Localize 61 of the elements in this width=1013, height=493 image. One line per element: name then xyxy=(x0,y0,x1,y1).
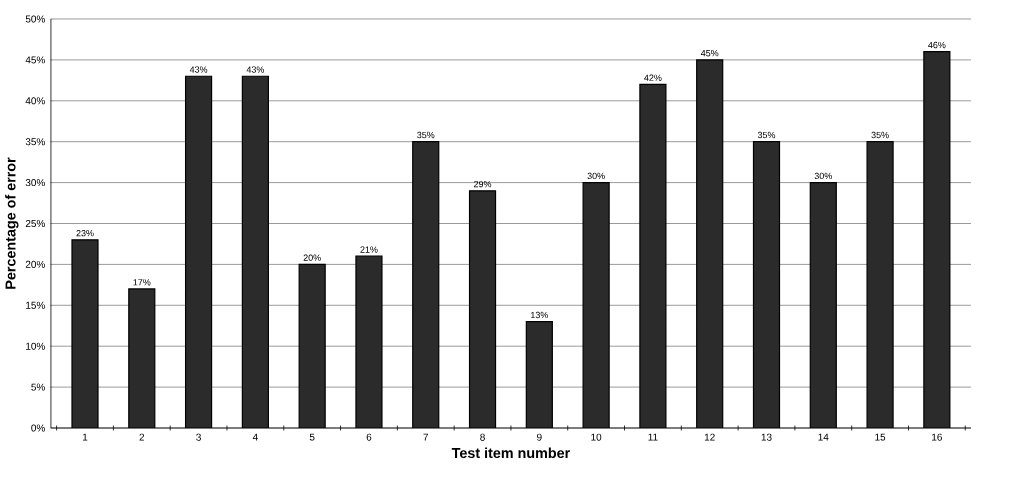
x-tick-label: 6 xyxy=(366,433,372,441)
data-label: 20% xyxy=(303,254,321,261)
data-label: 35% xyxy=(757,131,776,139)
x-tick-label: 11 xyxy=(648,433,658,441)
data-label: 23% xyxy=(76,229,94,237)
y-tick-label: 35% xyxy=(25,138,45,146)
data-label: 45% xyxy=(700,50,719,57)
x-tick-label: 3 xyxy=(196,433,201,441)
bar xyxy=(753,141,780,428)
x-tick-label: 2 xyxy=(139,433,145,441)
y-tick-label: 30% xyxy=(25,179,45,187)
bar xyxy=(583,182,610,428)
bar xyxy=(639,84,666,428)
x-tick-label: 7 xyxy=(423,433,429,441)
data-label: 43% xyxy=(189,66,208,73)
bar xyxy=(355,256,382,428)
data-label: 30% xyxy=(814,172,832,180)
x-tick-label: 9 xyxy=(537,433,542,441)
x-tick-label: 10 xyxy=(591,433,602,441)
bar xyxy=(923,51,951,428)
bar xyxy=(299,264,326,428)
data-label: 35% xyxy=(871,131,889,139)
data-label: 21% xyxy=(360,246,378,253)
x-tick-label: 8 xyxy=(480,433,485,441)
y-tick-label: 0% xyxy=(31,424,45,432)
x-tick-label: 4 xyxy=(252,433,258,441)
x-tick-label: 15 xyxy=(875,433,886,441)
x-tick-label: 5 xyxy=(309,433,315,441)
bar xyxy=(867,141,894,428)
bar xyxy=(72,239,98,428)
data-label: 42% xyxy=(644,74,662,81)
bar xyxy=(128,288,155,428)
bar xyxy=(696,59,723,428)
y-tick-label: 15% xyxy=(26,301,45,309)
data-label: 35% xyxy=(417,131,435,139)
y-tick-label: 20% xyxy=(25,260,45,268)
data-label: 30% xyxy=(587,172,605,180)
bar xyxy=(469,190,496,428)
x-tick-label: 13 xyxy=(761,433,772,441)
x-tick-label: 16 xyxy=(932,433,942,441)
x-tick-label: 1 xyxy=(83,433,88,441)
y-tick-label: 25% xyxy=(25,219,45,228)
bar xyxy=(185,76,212,428)
bar xyxy=(526,321,553,428)
bar xyxy=(242,76,269,428)
y-tick-label: 5% xyxy=(31,383,45,391)
data-label: 43% xyxy=(246,66,265,73)
data-label: 29% xyxy=(474,180,492,188)
x-tick-label: 14 xyxy=(818,433,829,441)
y-tick-label: 50% xyxy=(25,15,45,23)
x-tick-label: 12 xyxy=(704,433,715,441)
data-label: 13% xyxy=(531,311,548,319)
bar xyxy=(810,182,837,428)
x-axis-title: Test item number xyxy=(451,447,570,459)
y-tick-label: 40% xyxy=(25,97,45,105)
bar xyxy=(412,141,439,428)
y-axis-title: Percentage of error xyxy=(5,157,19,289)
y-tick-label: 10% xyxy=(26,342,45,350)
y-tick-label: 45% xyxy=(25,56,45,64)
data-label: 46% xyxy=(928,41,946,49)
data-label: 17% xyxy=(133,279,151,286)
